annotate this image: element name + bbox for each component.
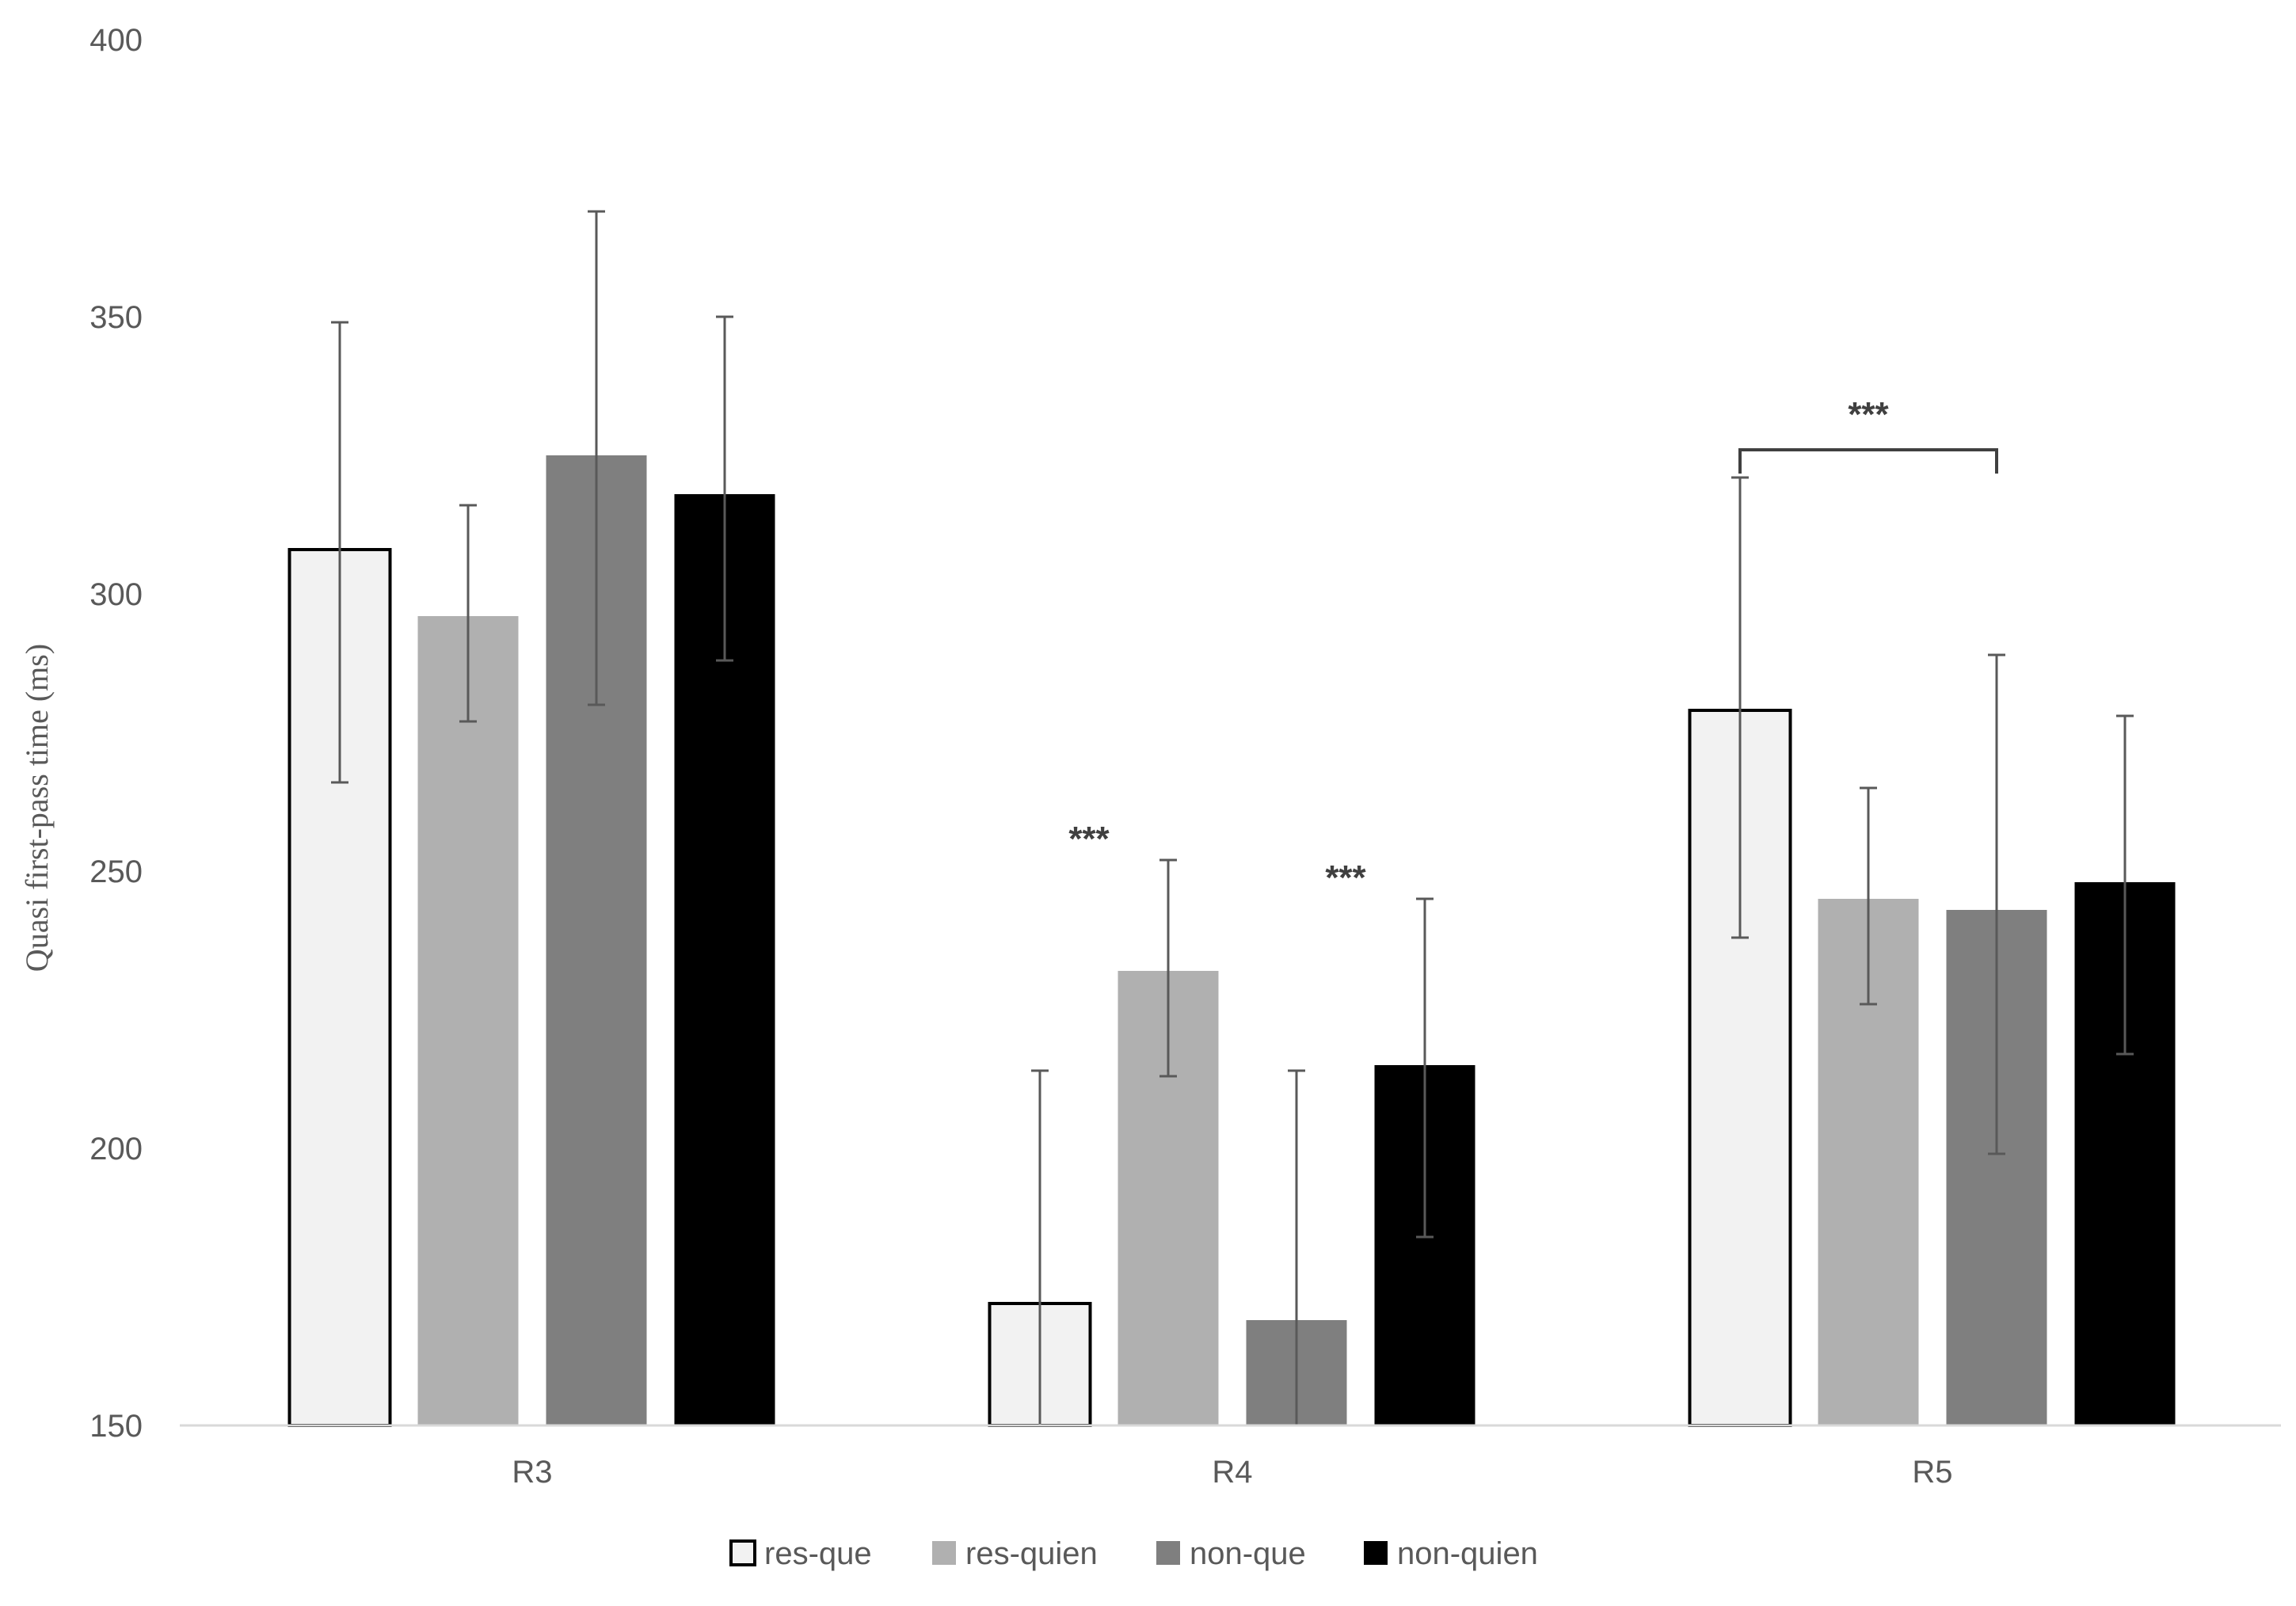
y-tick-label: 400 (89, 23, 143, 58)
y-tick-label: 200 (89, 1132, 143, 1166)
legend-swatch (1364, 1541, 1388, 1565)
significance-bracket (1738, 448, 1998, 474)
bars (287, 455, 2176, 1427)
error-bar-non-quien-R4 (1416, 897, 1434, 1239)
legend-label: res-que (764, 1536, 872, 1571)
y-tick-label: 300 (89, 577, 143, 612)
error-bar-res-quien-R5 (1860, 786, 1877, 1006)
error-bar-non-quien-R5 (2116, 714, 2134, 1056)
legend-item-non-que: non-que (1156, 1536, 1306, 1571)
legend-item-res-quien: res-quien (932, 1536, 1098, 1571)
legend-label: non-quien (1397, 1536, 1538, 1571)
legend-swatch (932, 1541, 956, 1565)
error-bar-res-quien-R3 (459, 504, 477, 723)
significance-marker: *** (1068, 820, 1110, 858)
significance-marker: *** (1325, 858, 1366, 897)
y-tick-label: 250 (89, 854, 143, 889)
x-tick-label: R5 (1912, 1455, 1952, 1490)
legend: res-que res-quien non-que non-quien (729, 1536, 1538, 1571)
y-axis-title: Quasi first-pass time (ms) (19, 644, 55, 972)
legend-label: res-quien (965, 1536, 1098, 1571)
error-bars (331, 210, 2134, 1425)
legend-swatch (1156, 1541, 1180, 1565)
error-bar-res-que-R5 (1731, 476, 1749, 939)
x-tick-label: R3 (512, 1455, 552, 1490)
x-axis-tick-labels: R3 R4 R5 (512, 1455, 1952, 1490)
error-bar-non-que-R4 (1288, 1069, 1305, 1425)
y-tick-label: 150 (89, 1409, 143, 1444)
bar-res-quien-R3 (417, 616, 519, 1425)
legend-item-res-que: res-que (729, 1536, 872, 1571)
error-bar-non-quien-R3 (716, 315, 733, 662)
legend-label: non-que (1190, 1536, 1306, 1571)
legend-swatch (729, 1539, 756, 1566)
error-bar-res-quien-R4 (1159, 858, 1177, 1078)
significance-annotations: *** *** *** (1068, 395, 1998, 897)
x-tick-label: R4 (1212, 1455, 1252, 1490)
y-tick-label: 350 (89, 300, 143, 335)
legend-item-non-quien: non-quien (1364, 1536, 1538, 1571)
significance-marker: *** (1848, 395, 1889, 434)
y-axis-tick-labels: 150 200 250 300 350 400 (89, 23, 143, 1444)
error-bar-non-que-R5 (1988, 653, 2005, 1155)
error-bar-res-que-R4 (1031, 1069, 1049, 1425)
error-bar-res-que-R3 (331, 321, 348, 784)
error-bar-non-que-R3 (588, 210, 605, 706)
